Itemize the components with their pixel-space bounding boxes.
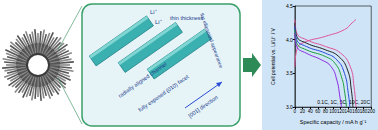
svg-text:20: 20 — [300, 109, 306, 114]
svg-text:0.1C, 1C, 5C, 10C, 20C: 0.1C, 1C, 5C, 10C, 20C — [317, 99, 370, 105]
svg-text:Li⁺: Li⁺ — [155, 19, 162, 25]
html-text:100 120 140 160 180: 100 120 140 160 180 — [329, 109, 368, 115]
svg-text:Specific capacity / mA h g⁻¹: Specific capacity / mA h g⁻¹ — [300, 119, 367, 125]
svg-text:3.5: 3.5 — [286, 70, 293, 76]
svg-text:flat ellipsoidal appearance: flat ellipsoidal appearance — [199, 12, 224, 69]
svg-text:0: 0 — [294, 109, 297, 114]
svg-text:fully exposed (010) facet: fully exposed (010) facet — [137, 73, 190, 113]
svg-text:Cell potential vs. Li/Li⁺ / V: Cell potential vs. Li/Li⁺ / V — [270, 28, 276, 85]
svg-text:3.0: 3.0 — [286, 104, 293, 110]
svg-text:40: 40 — [308, 109, 314, 114]
svg-text:60: 60 — [315, 109, 321, 114]
svg-text:Li⁺: Li⁺ — [150, 9, 157, 15]
svg-text:4.0: 4.0 — [286, 37, 293, 43]
svg-text:[001] direction: [001] direction — [187, 94, 219, 119]
svg-text:radially aligned channel: radially aligned channel — [117, 60, 168, 99]
svg-text:thin thickness: thin thickness — [170, 15, 204, 21]
svg-text:200: 200 — [367, 109, 375, 114]
svg-text:80: 80 — [323, 109, 329, 114]
svg-text:4.5: 4.5 — [286, 3, 293, 9]
